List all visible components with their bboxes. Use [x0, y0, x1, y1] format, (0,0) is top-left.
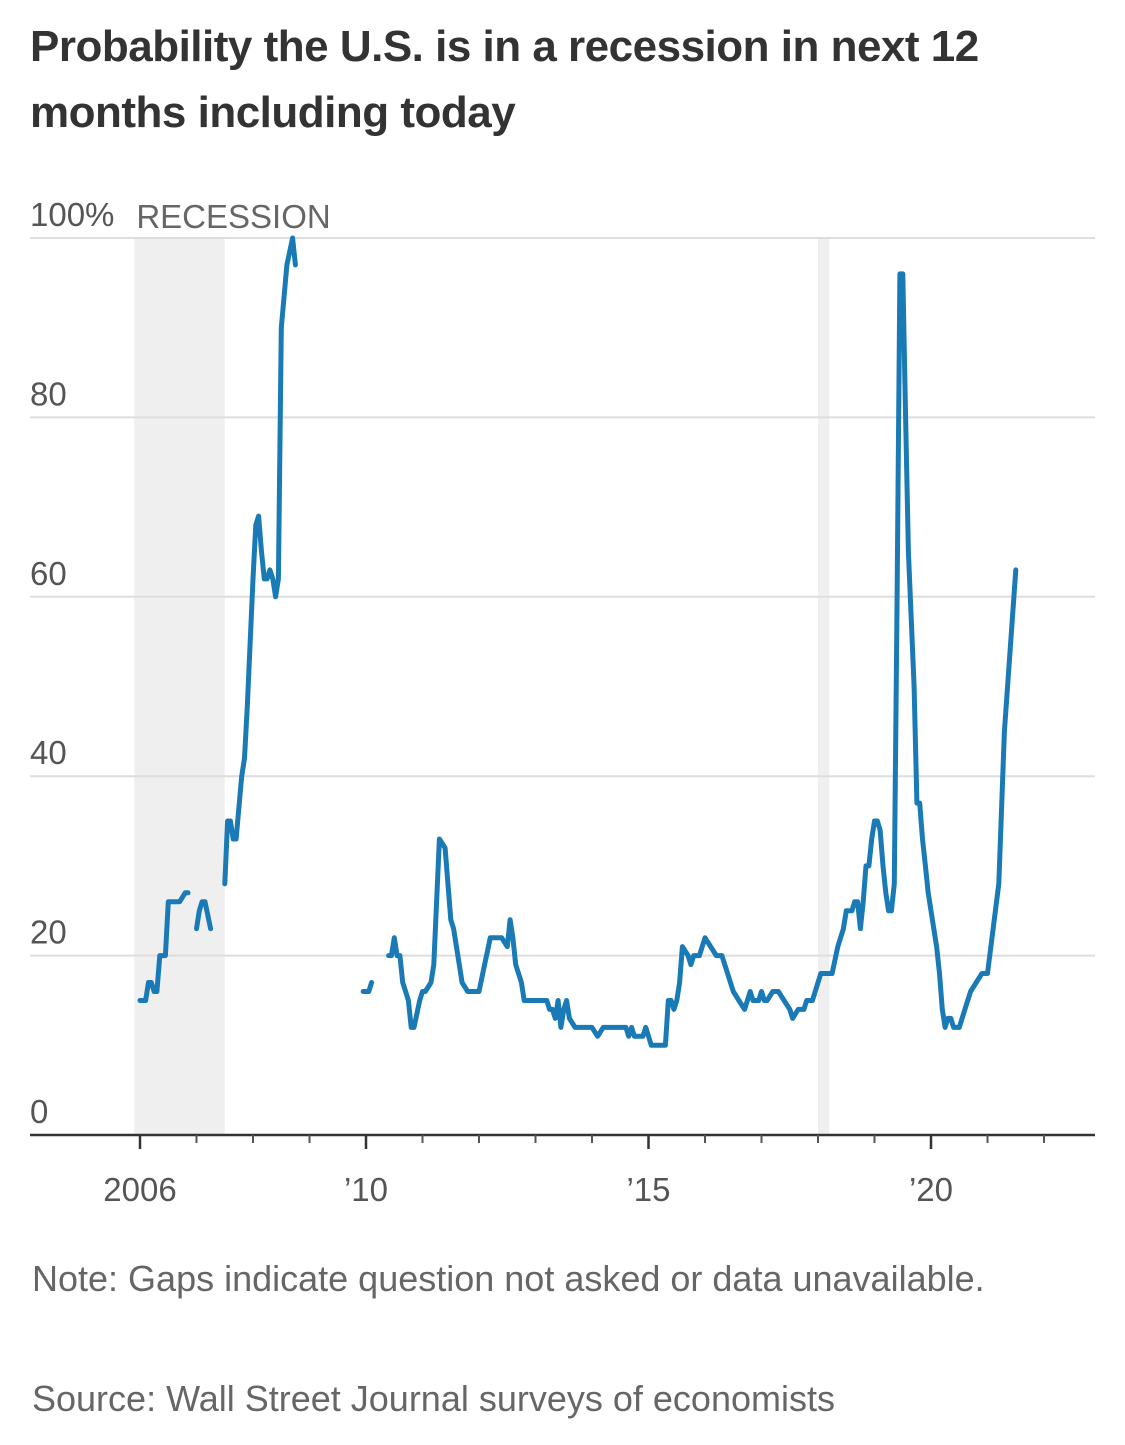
- y-tick-label-60: 60: [30, 555, 67, 592]
- line-chart: RECESSION 0 20 40 60 80 100% 2006 ’10 ’15 ’20: [30, 196, 1095, 1208]
- chart-note: Note: Gaps indicate question not asked o…: [32, 1258, 985, 1299]
- y-tick-label-0: 0: [30, 1093, 48, 1130]
- probability-series: [137, 235, 1019, 1048]
- series-segment-1: [194, 899, 214, 932]
- x-axis: 2006 ’10 ’15 ’20: [30, 1133, 1095, 1208]
- recession-bands: RECESSION: [134, 198, 830, 1135]
- chart-source: Source: Wall Street Journal surveys of e…: [32, 1378, 835, 1419]
- series-segment-0: [137, 890, 191, 1003]
- y-tick-label-20: 20: [30, 914, 67, 951]
- recession-band-1: [818, 238, 830, 1135]
- y-tick-label-40: 40: [30, 734, 67, 771]
- y-axis-ticks: 0 20 40 60 80 100%: [30, 196, 114, 1130]
- chart-title: Probability the U.S. is in a recession i…: [30, 22, 979, 137]
- series-segment-2: [222, 235, 298, 887]
- x-tick-label-2012: ’10: [344, 1171, 388, 1208]
- x-tick-label-2022: ’20: [909, 1171, 953, 1208]
- series-segment-3: [360, 980, 375, 994]
- y-tick-label-80: 80: [30, 375, 67, 412]
- x-tick-label-2008: 2006: [103, 1171, 176, 1208]
- recession-label: RECESSION: [136, 198, 330, 235]
- gridlines: [30, 237, 1095, 957]
- series-segment-4: [386, 271, 1019, 1048]
- y-tick-label-100: 100%: [30, 196, 114, 233]
- x-tick-label-2017: ’15: [626, 1171, 670, 1208]
